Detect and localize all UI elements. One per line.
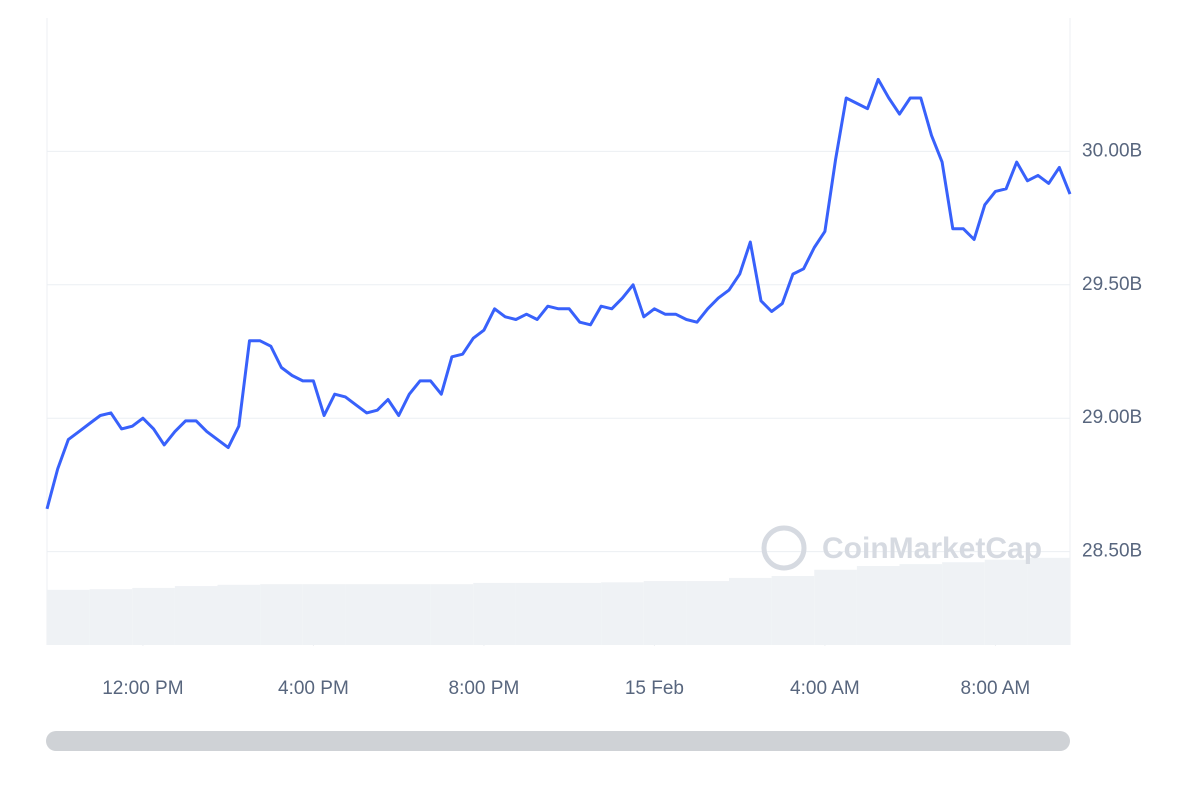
x-tick-label: 4:00 AM	[790, 678, 860, 699]
y-tick-label: 29.00B	[1082, 407, 1142, 428]
y-tick-label: 30.00B	[1082, 140, 1142, 161]
volume-bar	[430, 584, 474, 645]
x-tick-label: 4:00 PM	[278, 678, 349, 699]
x-tick-label: 8:00 PM	[449, 678, 520, 699]
x-tick-label: 12:00 PM	[102, 678, 183, 699]
volume-bar	[856, 565, 900, 645]
volume-bar	[1027, 557, 1070, 645]
volume-bar	[899, 564, 943, 645]
volume-bar	[217, 584, 261, 645]
volume-bar	[558, 582, 602, 645]
volume-bar	[601, 582, 644, 645]
volume-bar	[47, 589, 90, 645]
volume-bar	[388, 584, 431, 645]
volume-bar	[89, 589, 133, 645]
y-tick-label: 29.50B	[1082, 274, 1142, 295]
volume-bar	[302, 584, 346, 645]
x-tick-label: 15 Feb	[625, 678, 684, 699]
volume-bar	[771, 576, 815, 645]
x-tick-label: 8:00 AM	[961, 678, 1031, 699]
watermark: CoinMarketCap	[822, 532, 1042, 565]
volume-bar	[686, 581, 729, 645]
y-tick-label: 28.50B	[1082, 541, 1142, 562]
volume-bar	[942, 562, 985, 645]
volume-bar	[132, 587, 175, 645]
volume-bar	[643, 581, 687, 645]
volume-bar	[515, 582, 559, 645]
volume-bar	[984, 559, 1028, 645]
volume-bar	[814, 569, 857, 645]
price-line	[45, 77, 1072, 510]
scrollbar[interactable]	[46, 731, 1070, 751]
volume-bar	[729, 577, 772, 645]
volume-bar	[473, 582, 516, 645]
volume-bar	[345, 584, 388, 645]
volume-bar	[174, 586, 218, 645]
volume-bar	[260, 584, 303, 645]
watermark-logo	[761, 525, 807, 571]
